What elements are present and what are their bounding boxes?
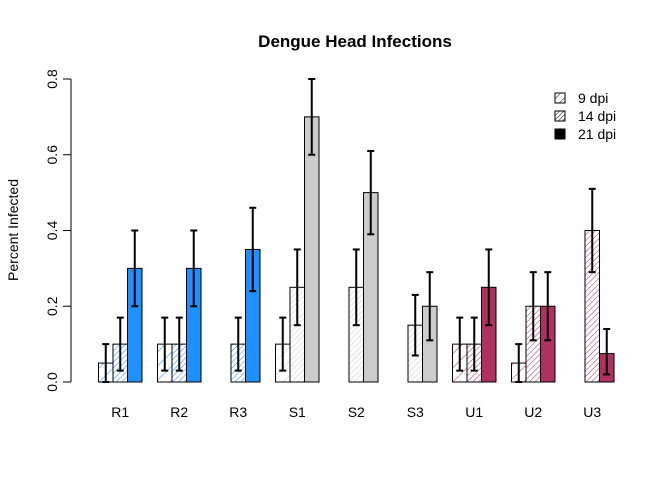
legend-label: 21 dpi: [578, 126, 616, 142]
y-axis-label: Percent Infected: [5, 179, 21, 281]
y-axis: 0.0 0.2 0.4 0.6 0.8: [44, 69, 71, 392]
legend-label: 9 dpi: [578, 90, 608, 106]
x-tick-label: R3: [229, 404, 247, 420]
legend: 9 dpi 14 dpi 21 dpi: [554, 90, 616, 142]
x-tick-label: U2: [524, 404, 542, 420]
chart-title: Dengue Head Infections: [258, 32, 452, 51]
y-tick-label: 0.0: [44, 372, 60, 392]
legend-swatch: [554, 92, 566, 104]
x-tick-label: S3: [407, 404, 424, 420]
x-tick-label: R1: [111, 404, 129, 420]
y-tick-label: 0.4: [44, 221, 60, 241]
x-tick-label: S2: [348, 404, 365, 420]
x-tick-label: R2: [170, 404, 188, 420]
legend-label: 14 dpi: [578, 108, 616, 124]
y-tick-label: 0.8: [44, 69, 60, 89]
bar-group: [98, 78, 615, 383]
legend-swatch: [554, 110, 566, 122]
x-tick-label: U1: [465, 404, 483, 420]
x-tick-label: S1: [289, 404, 306, 420]
y-tick-label: 0.6: [44, 145, 60, 165]
y-tick-label: 0.2: [44, 296, 60, 316]
legend-swatch: [554, 128, 566, 140]
x-tick-label: U3: [583, 404, 601, 420]
x-axis-labels: R1 R2 R3 S1 S2 S3 U1 U2 U3: [111, 404, 601, 420]
bar-S1-21-dpi: [304, 116, 320, 383]
